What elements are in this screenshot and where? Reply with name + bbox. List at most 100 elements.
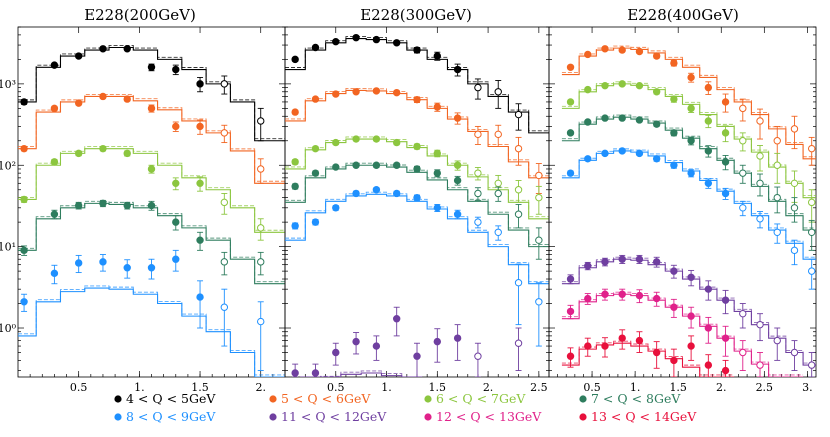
data-point: [601, 258, 609, 266]
data-point: [670, 129, 678, 137]
data-point: [413, 193, 421, 202]
data-point: [652, 120, 661, 128]
data-point: [514, 186, 523, 194]
data-point: [147, 165, 156, 173]
data-point: [704, 179, 713, 188]
panel-plot-area: [18, 44, 285, 377]
data-point: [433, 103, 442, 111]
data-point: [566, 63, 575, 71]
series-7-8: [561, 114, 816, 251]
data-point: [433, 149, 442, 158]
data-point: [311, 169, 320, 177]
data-point: [721, 334, 730, 342]
data-point: [773, 137, 781, 145]
data-point: [601, 45, 609, 53]
model-line-7-8: [285, 164, 549, 248]
series-12-13: [561, 288, 804, 377]
model-line-6-7: [18, 148, 285, 233]
model-line-dashed-7-8: [18, 200, 285, 283]
data-point: [311, 369, 320, 377]
data-point: [220, 198, 229, 207]
data-point: [50, 61, 59, 69]
data-point: [20, 195, 28, 204]
data-point: [99, 258, 107, 266]
data-point: [311, 144, 320, 153]
data-point: [618, 290, 626, 298]
x-tick-label: 2.5: [530, 381, 548, 394]
model-line-dashed-6-7: [285, 136, 549, 218]
data-point: [807, 361, 816, 369]
data-point: [257, 165, 265, 173]
data-point: [790, 204, 799, 212]
data-point: [453, 210, 462, 218]
data-point: [332, 138, 340, 147]
model-line-dashed-4-5: [18, 44, 285, 140]
data-point: [352, 161, 360, 169]
data-point: [147, 264, 156, 272]
data-point: [20, 98, 28, 106]
legend-label-4-5: 4 < Q < 5GeV: [126, 391, 216, 406]
data-point: [601, 114, 609, 122]
data-point: [566, 275, 575, 283]
data-point: [652, 294, 661, 303]
data-point: [566, 98, 575, 106]
model-line-6-7: [285, 138, 549, 220]
panel-1: 0.5 1. 1.5 2. 2.5: [284, 26, 550, 394]
legend-label-6-7: 6 < Q < 7GeV: [436, 391, 526, 406]
data-point: [257, 317, 265, 326]
data-point: [721, 129, 730, 137]
data-point: [494, 88, 502, 96]
series-4-5: [18, 44, 285, 142]
data-point: [652, 88, 661, 96]
data-point: [739, 169, 747, 177]
data-point: [704, 324, 713, 332]
data-point: [807, 267, 816, 275]
model-line-dashed-6-7: [561, 81, 816, 197]
model-line-5-6: [285, 89, 549, 179]
x-tick-label: 1.: [134, 381, 145, 394]
data-point: [756, 320, 764, 329]
x-tick-label: 2.: [483, 381, 494, 394]
y-tick-label: 10¹: [0, 241, 16, 254]
series-11-12: [291, 306, 523, 377]
x-tick-label: 0.5: [327, 381, 345, 394]
data-point: [74, 201, 83, 210]
model-line-dashed-11-12: [300, 370, 423, 377]
panel-title-400: E228(400GeV): [627, 6, 739, 24]
data-point: [196, 179, 204, 188]
data-point: [50, 158, 59, 166]
data-point: [413, 142, 421, 151]
data-point: [352, 189, 360, 198]
x-tick-label: 1.: [381, 381, 392, 394]
model-line-dashed-8-9: [18, 285, 285, 376]
legend-marker-5-6: [269, 395, 277, 403]
data-point: [618, 46, 626, 54]
legend-marker-6-7: [424, 395, 432, 403]
data-point: [635, 255, 644, 263]
data-point: [494, 228, 502, 237]
data-point: [618, 80, 626, 88]
data-point: [756, 361, 764, 369]
data-point: [494, 189, 502, 198]
model-line-dashed-11-12: [561, 256, 816, 364]
series-6-7: [18, 144, 285, 241]
data-point: [635, 47, 644, 56]
data-point: [670, 59, 678, 67]
series-5-6: [285, 87, 549, 194]
data-point: [807, 228, 816, 237]
data-point: [372, 342, 381, 350]
data-point: [433, 169, 442, 177]
data-point: [453, 65, 462, 74]
data-point: [584, 85, 592, 94]
data-point: [291, 369, 299, 377]
data-point: [687, 312, 695, 320]
data-point: [413, 352, 421, 360]
data-point: [704, 285, 713, 293]
series-6-7: [561, 80, 816, 223]
model-line-13-14: [561, 342, 735, 377]
model-line-dashed-5-6: [18, 93, 285, 182]
data-point: [147, 63, 156, 71]
data-point: [584, 50, 592, 59]
data-point: [474, 352, 482, 360]
data-point: [413, 46, 421, 54]
